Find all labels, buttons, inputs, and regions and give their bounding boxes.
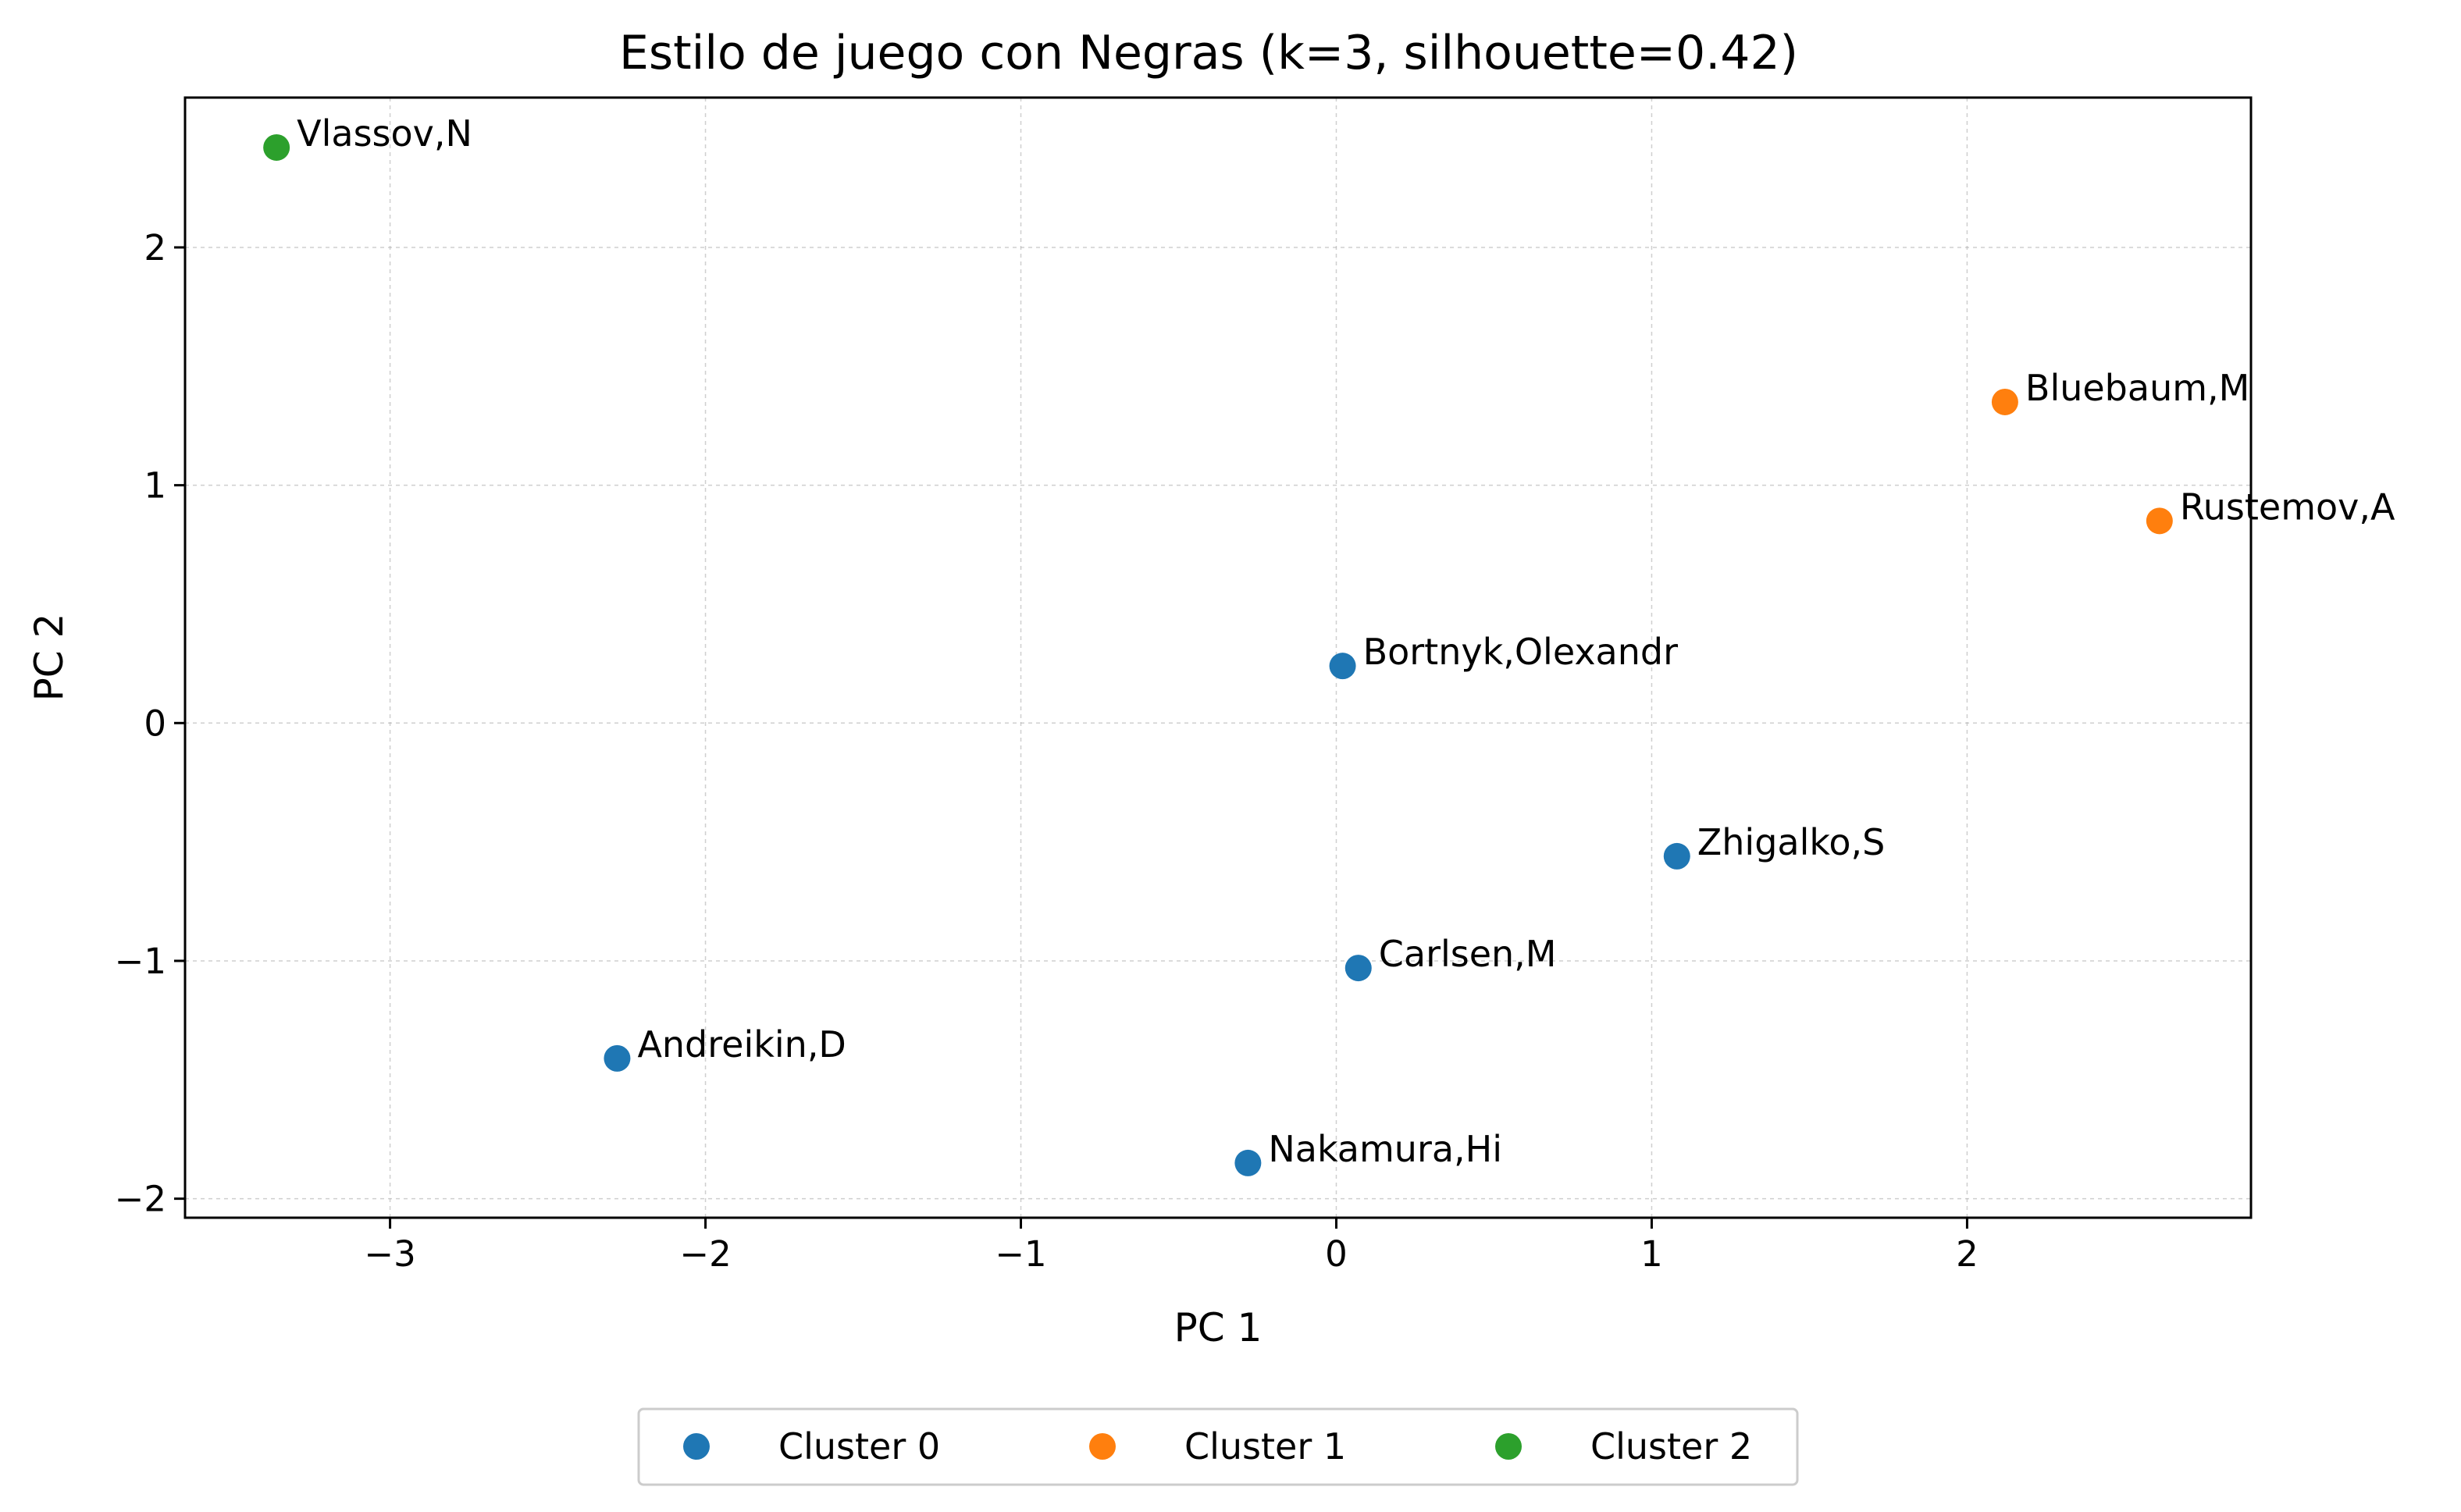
legend-marker [1495,1433,1522,1460]
data-point [1991,388,2018,415]
x-tick-label: −1 [995,1233,1046,1275]
legend-label: Cluster 2 [1590,1425,1752,1468]
legend-marker [1089,1433,1116,1460]
point-label: Rustemov,A [2180,486,2395,528]
point-labels: Bortnyk,Olexandr Zhigalko,S Carlsen,M Andre… [297,112,2395,1170]
y-axis-ticks: −2 −1 0 1 2 [115,227,185,1220]
data-point [263,133,290,161]
point-label: Andreikin,D [637,1023,846,1066]
data-point [1663,842,1690,870]
point-label: Carlsen,M [1379,933,1557,975]
legend: Cluster 0 Cluster 1 Cluster 2 [637,1407,1799,1486]
x-axis-ticks: −3 −2 −1 0 1 2 [364,1218,1978,1275]
chart-title: Estilo de juego con Negras (k=3, silhoue… [619,26,1798,80]
x-tick-label: −2 [679,1233,731,1275]
y-tick-label: 2 [144,227,166,269]
legend-label: Cluster 1 [1184,1425,1346,1468]
point-label: Nakamura,Hi [1268,1128,1502,1170]
y-tick-label: 1 [144,465,166,507]
data-point [1344,955,1372,982]
data-point [604,1044,631,1072]
x-tick-label: 0 [1325,1233,1348,1275]
point-label: Zhigalko,S [1697,821,1886,863]
x-tick-label: 1 [1640,1233,1663,1275]
x-axis-label: PC 1 [1174,1305,1263,1350]
point-label: Bluebaum,M [2025,367,2249,409]
y-axis-label: PC 2 [27,614,72,702]
legend-frame [637,1407,1799,1486]
x-tick-label: 2 [1956,1233,1978,1275]
point-label: Bortnyk,Olexandr [1363,631,1679,673]
legend-marker [683,1433,710,1460]
y-tick-label: −1 [115,941,166,982]
plot-frame [183,96,2253,1219]
data-point [1234,1149,1262,1176]
point-label: Vlassov,N [297,112,472,155]
data-points [263,133,2173,1176]
legend-label: Cluster 0 [778,1425,940,1468]
grid [185,98,2251,1218]
y-tick-label: −2 [115,1179,166,1220]
data-point [1329,653,1356,680]
legend-items: Cluster 0 Cluster 1 Cluster 2 [683,1425,1752,1468]
y-tick-label: 0 [144,703,166,744]
x-tick-label: −3 [364,1233,415,1275]
data-point [2146,507,2173,535]
